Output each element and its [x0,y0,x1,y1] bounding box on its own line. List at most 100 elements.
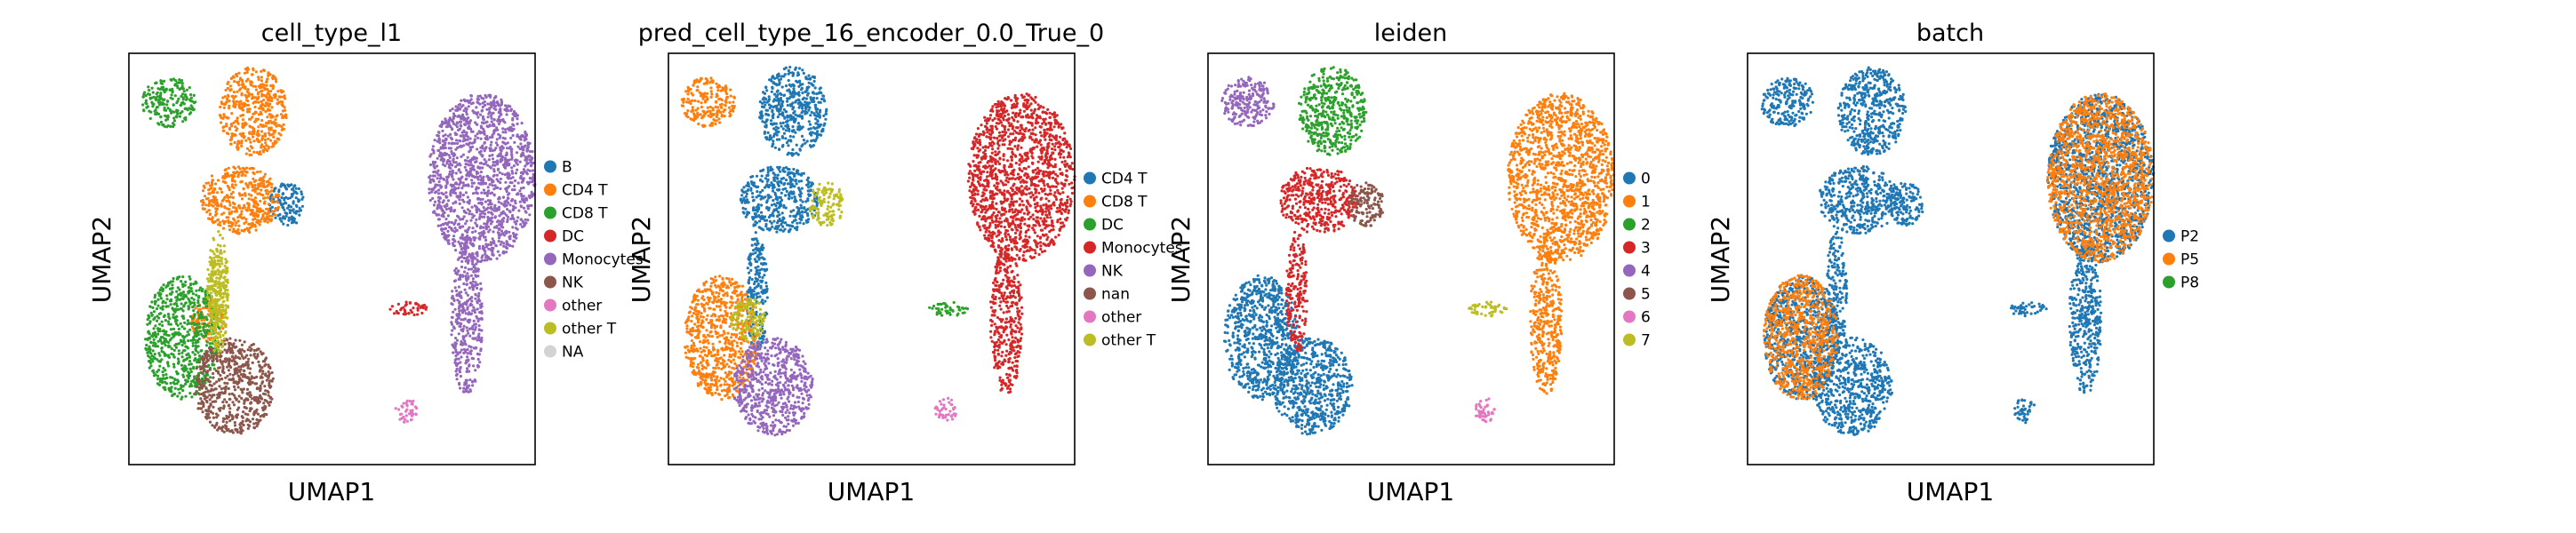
series-b [268,182,305,227]
scatter-point [148,97,152,100]
scatter-point [210,296,214,299]
scatter-point [182,295,186,298]
scatter-point [287,219,291,222]
scatter-point [205,318,209,322]
scatter-point [452,222,456,227]
scatter-point [420,311,424,315]
scatter-point [484,256,488,259]
scatter-point [249,82,252,85]
scatter-point [452,351,455,354]
scatter-point [453,249,458,252]
scatter-point [297,198,300,202]
scatter-point [200,349,204,353]
scatter-point [522,178,525,181]
scatter-point [265,144,268,147]
scatter-point [470,380,475,384]
scatter-point [250,343,253,347]
scatter-point [220,257,224,260]
scatter-point [245,387,250,391]
scatter-point [258,150,262,154]
scatter-point [260,124,264,128]
scatter-point [495,138,499,141]
scatter-point [500,155,504,159]
scatter-point [508,185,511,188]
scatter-point [268,372,271,376]
scatter-point [263,134,268,138]
scatter-point [164,319,167,322]
scatter-point [207,273,212,276]
scatter-point [459,244,463,248]
scatter-point [221,219,225,223]
scatter-point [250,132,254,136]
scatter-point [260,79,263,83]
scatter-point [211,355,214,359]
scatter-point [229,365,233,370]
scatter-point [224,330,228,334]
scatter-point [236,127,239,131]
scatter-point [457,332,460,336]
scatter-point [242,372,245,376]
scatter-point [278,95,282,99]
scatter-point [227,199,230,203]
scatter-point [301,195,305,199]
scatter-point [510,166,514,170]
scatter-point [160,342,164,346]
scatter-point [241,113,244,117]
scatter-point [162,366,165,370]
scatter-point [208,346,212,350]
scatter-point [206,378,210,381]
scatter-point [164,373,168,377]
scatter-point [471,384,475,387]
scatter-point [449,210,452,213]
scatter-point [255,151,259,155]
scatter-point [209,305,212,308]
scatter-point [460,187,464,190]
scatter-point [228,104,231,107]
scatter-point [411,409,414,412]
scatter-point [224,219,228,223]
scatter-point [201,365,204,369]
scatter-point [220,121,223,124]
scatter-point [181,282,185,286]
scatter-point [222,211,226,215]
scatter-point [276,206,280,210]
scatter-point [253,120,257,123]
scatter-point [260,105,263,108]
scatter-point [466,299,469,303]
scatter-point [216,219,220,222]
scatter-point [192,336,196,339]
scatter-point [254,70,258,74]
scatter-point [217,331,220,335]
scatter-point [231,401,235,404]
scatter-point [265,374,268,378]
scatter-point [243,369,246,373]
scatter-point [474,292,477,296]
scatter-point [193,353,196,356]
scatter-point [261,370,265,373]
scatter-point [458,202,461,205]
scatter-point [473,284,476,288]
scatter-point [465,361,468,364]
scatter-point [501,127,505,131]
legend-marker [544,229,556,243]
scatter-point [231,221,235,225]
scatter-point [474,229,477,233]
scatter-point [432,162,436,165]
scatter-point [509,127,514,131]
scatter-point [202,362,205,365]
scatter-point [212,416,215,419]
scatter-point [149,340,153,344]
scatter-point [179,332,182,336]
scatter-point [400,404,404,408]
scatter-point [457,306,460,310]
scatter-point [197,322,201,325]
scatter-point [160,346,164,350]
scatter-point [216,191,220,195]
scatter-point [166,115,170,119]
scatter-point [229,123,233,126]
scatter-point [444,153,448,156]
scatter-point [477,232,481,235]
scatter-point [210,387,213,391]
scatter-point [446,159,450,163]
scatter-point [141,95,145,99]
